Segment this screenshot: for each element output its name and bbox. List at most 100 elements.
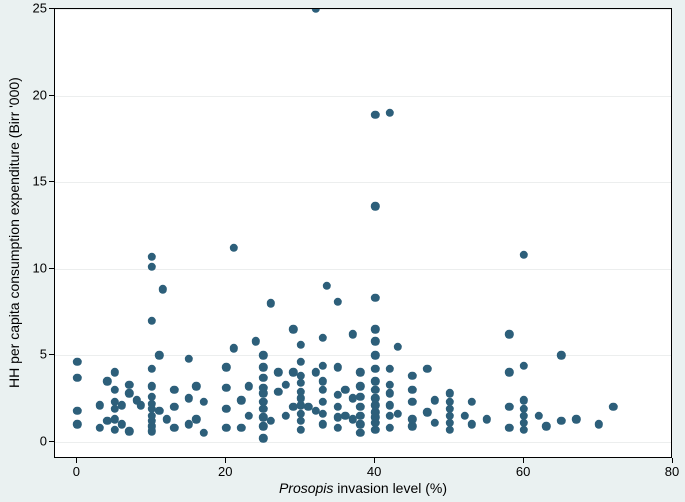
y-tick-mark xyxy=(49,95,54,96)
x-tick-mark xyxy=(672,458,673,463)
data-point xyxy=(192,415,200,423)
data-point xyxy=(170,424,178,432)
data-point xyxy=(319,377,327,385)
x-tick-label: 40 xyxy=(367,464,381,479)
data-point xyxy=(408,398,416,406)
x-tick-mark xyxy=(374,458,375,463)
data-point xyxy=(371,365,379,373)
data-point xyxy=(155,406,163,414)
data-point xyxy=(334,297,342,305)
data-point xyxy=(244,412,252,420)
data-point xyxy=(319,386,327,394)
data-point xyxy=(520,412,528,420)
data-point xyxy=(259,405,267,413)
data-point xyxy=(356,368,364,376)
data-point xyxy=(297,341,305,349)
data-point xyxy=(159,285,167,293)
data-point xyxy=(319,420,327,428)
data-point xyxy=(408,372,416,380)
data-point xyxy=(609,403,617,411)
y-tick-label: 5 xyxy=(40,347,47,362)
data-point xyxy=(386,380,394,388)
data-point xyxy=(431,396,439,404)
data-point xyxy=(520,418,528,426)
data-point xyxy=(408,422,416,430)
data-point xyxy=(408,415,416,423)
data-point xyxy=(520,425,528,433)
y-axis-label: HH per capita consumption expenditure (B… xyxy=(6,8,22,458)
data-point xyxy=(371,351,379,359)
data-point xyxy=(274,387,282,395)
data-point xyxy=(297,358,305,366)
data-point xyxy=(252,337,260,345)
data-point xyxy=(371,377,379,385)
data-point xyxy=(594,420,602,428)
data-point xyxy=(200,429,208,437)
data-point xyxy=(259,363,267,371)
data-point xyxy=(148,263,156,271)
data-point xyxy=(185,420,193,428)
data-point xyxy=(229,344,237,352)
data-point xyxy=(155,351,163,359)
data-point xyxy=(468,420,476,428)
data-point xyxy=(371,337,379,345)
data-point xyxy=(334,403,342,411)
chart-container: HH per capita consumption expenditure (B… xyxy=(0,0,685,502)
data-point xyxy=(334,424,342,432)
data-point xyxy=(118,401,126,409)
data-point xyxy=(311,8,319,13)
data-point xyxy=(468,398,476,406)
data-point xyxy=(148,365,156,373)
x-tick-mark xyxy=(523,458,524,463)
data-point xyxy=(297,372,305,380)
gridline xyxy=(55,355,671,356)
data-point xyxy=(73,373,81,381)
x-tick-label: 80 xyxy=(665,464,679,479)
gridline xyxy=(55,9,671,10)
data-point xyxy=(125,427,133,435)
data-point xyxy=(393,342,401,350)
y-tick-mark xyxy=(49,268,54,269)
data-point xyxy=(319,361,327,369)
data-point xyxy=(356,412,364,420)
data-point xyxy=(282,412,290,420)
data-point xyxy=(445,405,453,413)
data-point xyxy=(349,330,357,338)
data-point xyxy=(95,401,103,409)
data-point xyxy=(371,386,379,394)
y-tick-label: 15 xyxy=(33,174,47,189)
data-point xyxy=(341,386,349,394)
data-point xyxy=(505,330,513,338)
data-point xyxy=(200,398,208,406)
data-point xyxy=(371,425,379,433)
y-tick-mark xyxy=(49,8,54,9)
data-point xyxy=(185,354,193,362)
data-point xyxy=(162,415,170,423)
data-point xyxy=(460,412,468,420)
data-point xyxy=(386,365,394,373)
data-point xyxy=(356,429,364,437)
data-point xyxy=(289,325,297,333)
y-tick-label: 20 xyxy=(33,87,47,102)
data-point xyxy=(319,398,327,406)
y-tick-mark xyxy=(49,441,54,442)
data-point xyxy=(259,398,267,406)
x-tick-mark xyxy=(225,458,226,463)
data-point xyxy=(118,420,126,428)
data-point xyxy=(125,389,133,397)
data-point xyxy=(445,425,453,433)
data-point xyxy=(222,405,230,413)
data-point xyxy=(423,365,431,373)
data-point xyxy=(222,424,230,432)
data-point xyxy=(267,417,275,425)
y-tick-mark xyxy=(49,354,54,355)
data-point xyxy=(334,363,342,371)
data-point xyxy=(170,386,178,394)
data-point xyxy=(334,391,342,399)
data-point xyxy=(125,380,133,388)
data-point xyxy=(237,424,245,432)
x-tick-label: 0 xyxy=(73,464,80,479)
data-point xyxy=(103,377,111,385)
data-point xyxy=(520,396,528,404)
data-point xyxy=(505,424,513,432)
